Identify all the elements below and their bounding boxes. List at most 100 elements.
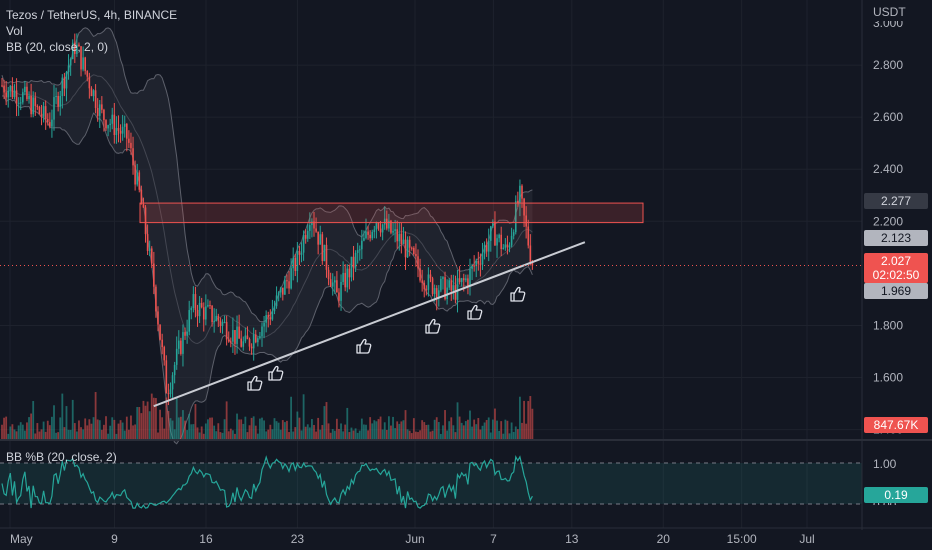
candle (473, 255, 475, 272)
candle (86, 70, 89, 82)
volume-bar (321, 425, 324, 440)
volume-bar (55, 432, 57, 440)
candle (173, 361, 176, 384)
volume-bar (123, 430, 126, 440)
volume-bar (3, 417, 5, 440)
volume-bar (132, 425, 134, 440)
candle (358, 245, 361, 261)
time-tick-label: 9 (111, 532, 118, 546)
volume-bar (442, 425, 444, 440)
candle (290, 258, 292, 290)
volume-bar (144, 405, 147, 440)
volume-bar (225, 401, 228, 440)
volume-bar (46, 420, 49, 440)
volume-bar (82, 429, 85, 440)
candle (53, 84, 55, 131)
volume-bar (182, 410, 184, 440)
ascending-trendline[interactable] (153, 241, 586, 408)
candle (521, 184, 523, 208)
time-tick-label: Jun (405, 532, 424, 546)
volume-bar (400, 421, 403, 440)
volume-bar (267, 429, 270, 440)
candle (529, 234, 532, 266)
resistance-zone[interactable] (139, 202, 644, 224)
volume-bar (383, 422, 386, 440)
volume-legend[interactable]: Vol (6, 24, 23, 38)
candle (248, 337, 251, 351)
candle (59, 90, 62, 116)
candle (425, 285, 428, 296)
volume-bar (423, 422, 426, 440)
candle (438, 285, 440, 307)
candle (361, 229, 363, 260)
candle (277, 291, 280, 302)
candle (261, 322, 263, 347)
candle (296, 242, 299, 283)
volume-bar (90, 423, 93, 440)
volume-bar (1, 424, 3, 440)
candle (5, 81, 7, 106)
candle (227, 331, 230, 343)
candle (80, 46, 82, 77)
time-tick-label: Jul (799, 532, 814, 546)
candle (109, 118, 111, 133)
volume-bar (161, 417, 164, 440)
volume-bar (346, 407, 349, 440)
volume-bar (369, 417, 372, 440)
volume-bar (252, 416, 255, 440)
volume-bar (92, 417, 95, 440)
candle (510, 227, 513, 248)
volume-bar (40, 429, 43, 440)
volume-bar (105, 416, 107, 440)
volume-bar (464, 421, 467, 440)
volume-bar (292, 431, 295, 440)
candle (128, 130, 130, 148)
candle (313, 212, 315, 237)
volume-bar (194, 404, 197, 440)
pctb-line (1, 455, 533, 509)
volume-bar (375, 421, 378, 440)
volume-bar (146, 401, 149, 440)
volume-bar (13, 429, 16, 440)
symbol-legend[interactable]: Tezos / TetherUS, 4h, BINANCE (6, 8, 178, 22)
candle (240, 330, 242, 348)
candle (327, 266, 330, 286)
time-tick-label: 13 (565, 532, 579, 546)
candle (363, 230, 365, 242)
candle (325, 237, 328, 278)
volume-bar (44, 431, 47, 440)
volume-bar (502, 433, 505, 440)
volume-bar (5, 416, 8, 440)
candle (136, 163, 138, 187)
candle (19, 96, 22, 111)
pctb-legend[interactable]: BB %B (20, close, 2) (6, 450, 117, 464)
candle (392, 222, 394, 236)
candle (381, 223, 384, 241)
bollinger-band-fill (2, 27, 533, 444)
volume-bar (125, 416, 128, 440)
candle (138, 170, 141, 193)
volume-bar (286, 420, 288, 440)
volume-bar (404, 410, 407, 440)
candle (494, 211, 496, 246)
candle (415, 243, 417, 267)
candle (400, 222, 403, 254)
candle (207, 299, 209, 308)
volume-bar (30, 413, 33, 440)
candle (408, 236, 411, 257)
volume-bar (234, 433, 236, 440)
candle (311, 218, 313, 238)
volume-bar (408, 430, 411, 440)
volume-bar (134, 424, 137, 440)
volume-bar (358, 430, 361, 440)
bollinger-legend[interactable]: BB (20, close, 2, 0) (6, 40, 109, 54)
volume-bar (171, 420, 174, 440)
volume-bar (365, 424, 367, 440)
candle (28, 91, 30, 104)
candle (452, 274, 455, 300)
candle (82, 46, 84, 72)
volume-bar (159, 409, 161, 440)
candle (17, 97, 20, 116)
candle (348, 264, 351, 290)
